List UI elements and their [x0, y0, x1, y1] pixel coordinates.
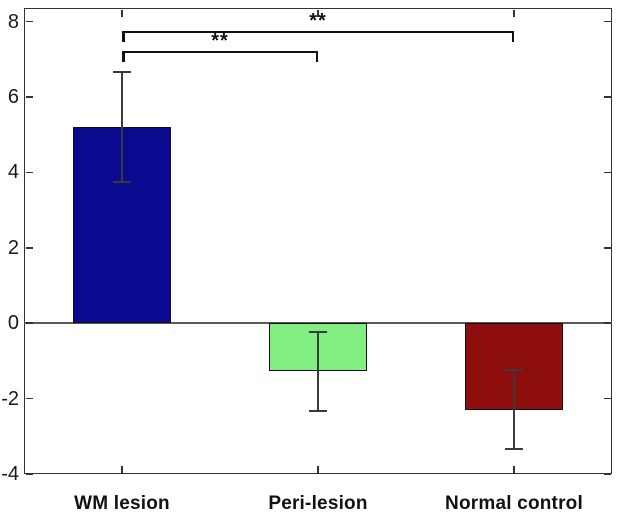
- sig-bracket-drop-right-1: [315, 50, 318, 62]
- sig-bracket-line-1: [122, 50, 318, 54]
- y-axis-tick-right: [603, 96, 611, 98]
- x-axis-category-label: WM lesion: [74, 493, 170, 514]
- y-axis-tick-right: [603, 322, 611, 324]
- x-axis-tick-bottom: [121, 465, 123, 473]
- x-axis-tick-bottom: [513, 465, 515, 473]
- y-axis-tick-left: [25, 96, 33, 98]
- x-axis-tick-top: [121, 9, 123, 17]
- sig-stars-1: **: [211, 29, 229, 52]
- plot-area: [24, 8, 612, 474]
- y-axis-tick-label: 4: [7, 161, 19, 184]
- y-axis-tick-label: 8: [7, 10, 19, 33]
- y-axis-tick-right: [603, 473, 611, 475]
- x-axis-tick-top: [513, 9, 515, 17]
- error-bar-line-1: [317, 331, 319, 412]
- error-bar-line-2: [513, 370, 515, 450]
- error-bar-cap-top-1: [309, 330, 327, 333]
- y-axis-tick-left: [25, 397, 33, 400]
- sig-bracket-drop-left-1: [122, 50, 125, 62]
- y-axis-tick-left: [25, 473, 33, 475]
- x-axis-tick-top: [317, 9, 319, 17]
- error-bar-cap-bottom-2: [505, 448, 523, 451]
- error-bar-cap-top-2: [505, 369, 523, 372]
- bar-0: [73, 127, 171, 324]
- y-axis-tick-left: [25, 20, 33, 23]
- error-bar-cap-top-0: [113, 71, 131, 74]
- y-axis-tick-right: [603, 20, 611, 23]
- y-axis-tick-label: 0: [7, 312, 19, 335]
- y-axis-tick-right: [603, 247, 611, 249]
- y-axis-tick-right: [603, 171, 611, 174]
- error-bar-cap-bottom-0: [113, 180, 131, 183]
- y-axis-tick-right: [603, 397, 611, 400]
- y-axis-tick-label: 6: [7, 85, 19, 108]
- y-axis-tick-label: -4: [1, 463, 19, 485]
- x-axis-category-label: Normal control: [445, 493, 583, 514]
- sig-bracket-drop-right-0: [511, 30, 514, 42]
- y-axis-tick-left: [25, 322, 33, 324]
- y-axis-tick-label: -2: [1, 387, 19, 410]
- y-axis-tick-left: [25, 247, 33, 249]
- sig-bracket-line-0: [122, 30, 514, 34]
- y-axis-tick-left: [25, 171, 33, 174]
- error-bar-cap-bottom-1: [309, 410, 327, 413]
- x-axis-category-label: Peri-lesion: [268, 493, 368, 514]
- error-bar-line-0: [121, 72, 123, 182]
- x-axis-tick-bottom: [317, 465, 319, 473]
- sig-bracket-drop-left-0: [122, 30, 125, 42]
- y-axis-tick-label: 2: [7, 236, 19, 259]
- sig-stars-0: **: [309, 9, 327, 32]
